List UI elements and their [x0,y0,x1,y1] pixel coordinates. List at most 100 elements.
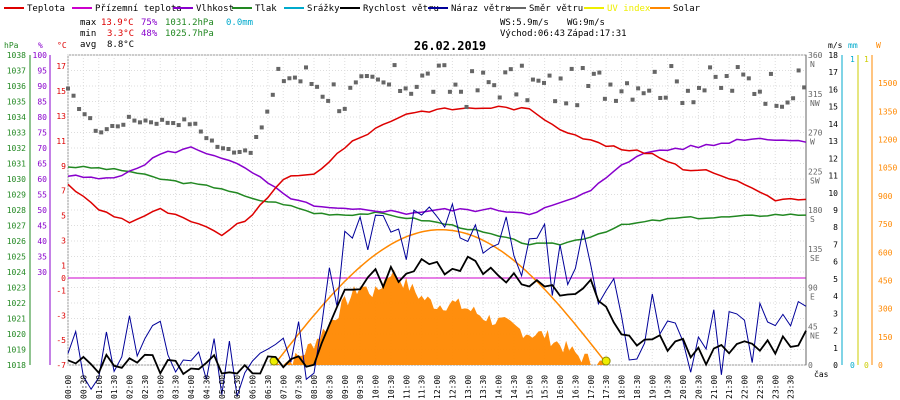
stat-max-rain: 0.0mm [226,18,253,28]
legend-label-tlak: Tlak [255,4,277,14]
stat-wg: WG:9m/s [567,18,605,28]
wind-direction-point [431,89,436,94]
wind-direction-point [553,99,558,104]
tick-label-hpa: 1020 [7,330,26,339]
stats-block: max 13.9°C 75% 1031.2hPa 0.0mm min 3.3°C… [80,18,627,50]
solar-layer [269,228,611,366]
wind-direction-point [71,93,76,98]
wind-direction-point [730,88,735,93]
wind-direction-point [591,71,596,76]
series-layer [67,105,807,397]
tick-label-time: 06:30 [264,375,273,399]
wind-direction-point [165,120,170,125]
stat-sunset: Západ:17:31 [567,29,627,39]
series-humidity [67,137,807,216]
wind-direction-point [497,95,502,100]
tick-label-ms: 1 [833,344,838,353]
wind-direction-point [182,117,187,122]
tick-label-time: 01:00 [95,375,104,399]
legend-label-uv: UV index [607,4,651,14]
tick-label-ms: 15 [828,103,838,112]
wind-direction-point [353,80,358,85]
tick-label-pct: 50 [37,206,47,215]
wind-direction-point [187,122,192,127]
wind-direction-point [220,146,225,151]
tick-label-degc: -1 [56,286,66,295]
tick-label-degc: 0 [61,274,66,283]
tick-label-dir: 45 [808,322,818,331]
tick-label-time: 13:30 [479,375,488,399]
legend-label-rychlost: Rychlost větru [363,4,439,14]
wind-direction-point [398,88,403,93]
wind-direction-point [77,107,82,112]
tick-label-hpa: 1024 [7,268,26,277]
tick-label-wm2: 150 [878,333,893,342]
tick-label-time: 03:30 [172,375,181,399]
wind-direction-point [237,149,242,154]
tick-label-time: 05:30 [233,375,242,399]
wind-direction-point [719,85,724,90]
wind-direction-point [387,82,392,87]
wind-direction-point [785,100,790,105]
solar-area [274,269,607,365]
wind-direction-point [232,150,237,155]
wind-direction-point [442,63,447,68]
tick-label-degc: 1 [61,262,66,271]
tick-label-dir-compass: N [810,60,815,69]
wind-direction-point [470,69,475,74]
wind-direction-point [143,118,148,123]
tick-label-time: 14:30 [510,375,519,399]
legend-label-vlhkost: Vlhkost [196,4,234,14]
tick-label-hpa: 1026 [7,237,26,246]
wind-direction-point [137,120,142,125]
tick-label-hpa: 1038 [7,51,26,60]
tick-label-pct: 40 [37,237,47,246]
tick-label-pct: 60 [37,175,47,184]
wind-direction-point [597,70,602,75]
legend: Teplota Přízemní teplota Vlhkost Tlak Sr… [4,4,701,14]
tick-label-ms: 0 [833,361,838,370]
tick-label-pct: 45 [37,222,47,231]
wind-direction-point [66,86,70,91]
axis-title-ms: m/s [828,41,843,50]
wind-direction-point [270,92,275,97]
tick-label-ms: 14 [828,120,838,129]
tick-label-time: 18:30 [633,375,642,399]
wind-direction-point [193,121,198,126]
wind-direction-point [768,71,773,76]
tick-label-ms: 10 [828,189,838,198]
tick-label-time: 14:00 [495,375,504,399]
tick-label-degc: 13 [56,112,66,121]
tick-label-dir: 90 [808,284,818,293]
tick-label-time: 20:30 [694,375,703,399]
tick-label-ms: 18 [828,51,838,60]
wind-direction-point [364,74,369,79]
wind-direction-point [663,95,668,100]
tick-label-time: 00:00 [64,375,73,399]
wind-direction-point [243,148,248,153]
tick-label-dir: 180 [808,206,823,215]
wind-direction-point [564,101,569,106]
tick-label-wm2: 300 [878,305,893,314]
tick-label-pct: 85 [37,98,47,107]
tick-label-ms: 6 [833,258,838,267]
tick-label-wm2: 1200 [878,136,897,145]
wind-direction-point [652,69,657,74]
tick-label-dir: 0 [808,361,813,370]
wind-direction-point [154,121,159,126]
tick-label-hpa: 1025 [7,253,26,262]
wind-direction-point [558,76,563,81]
axis-title-mm: mm [848,41,858,50]
tick-label-ms: 8 [833,223,838,232]
tick-label-pct: 100 [33,51,48,60]
wind-direction-point [276,66,281,71]
series-gust [67,202,807,397]
wind-direction-point [791,96,796,101]
legend-label-srazky: Srážky [307,4,340,14]
tick-label-hpa: 1034 [7,113,26,122]
wind-direction-point [641,91,646,96]
wind-direction-point [713,74,718,79]
stat-max-press: 1031.2hPa [165,18,214,28]
stat-min-press: 1025.7hPa [165,29,214,39]
tick-label-pct: 55 [37,191,47,200]
